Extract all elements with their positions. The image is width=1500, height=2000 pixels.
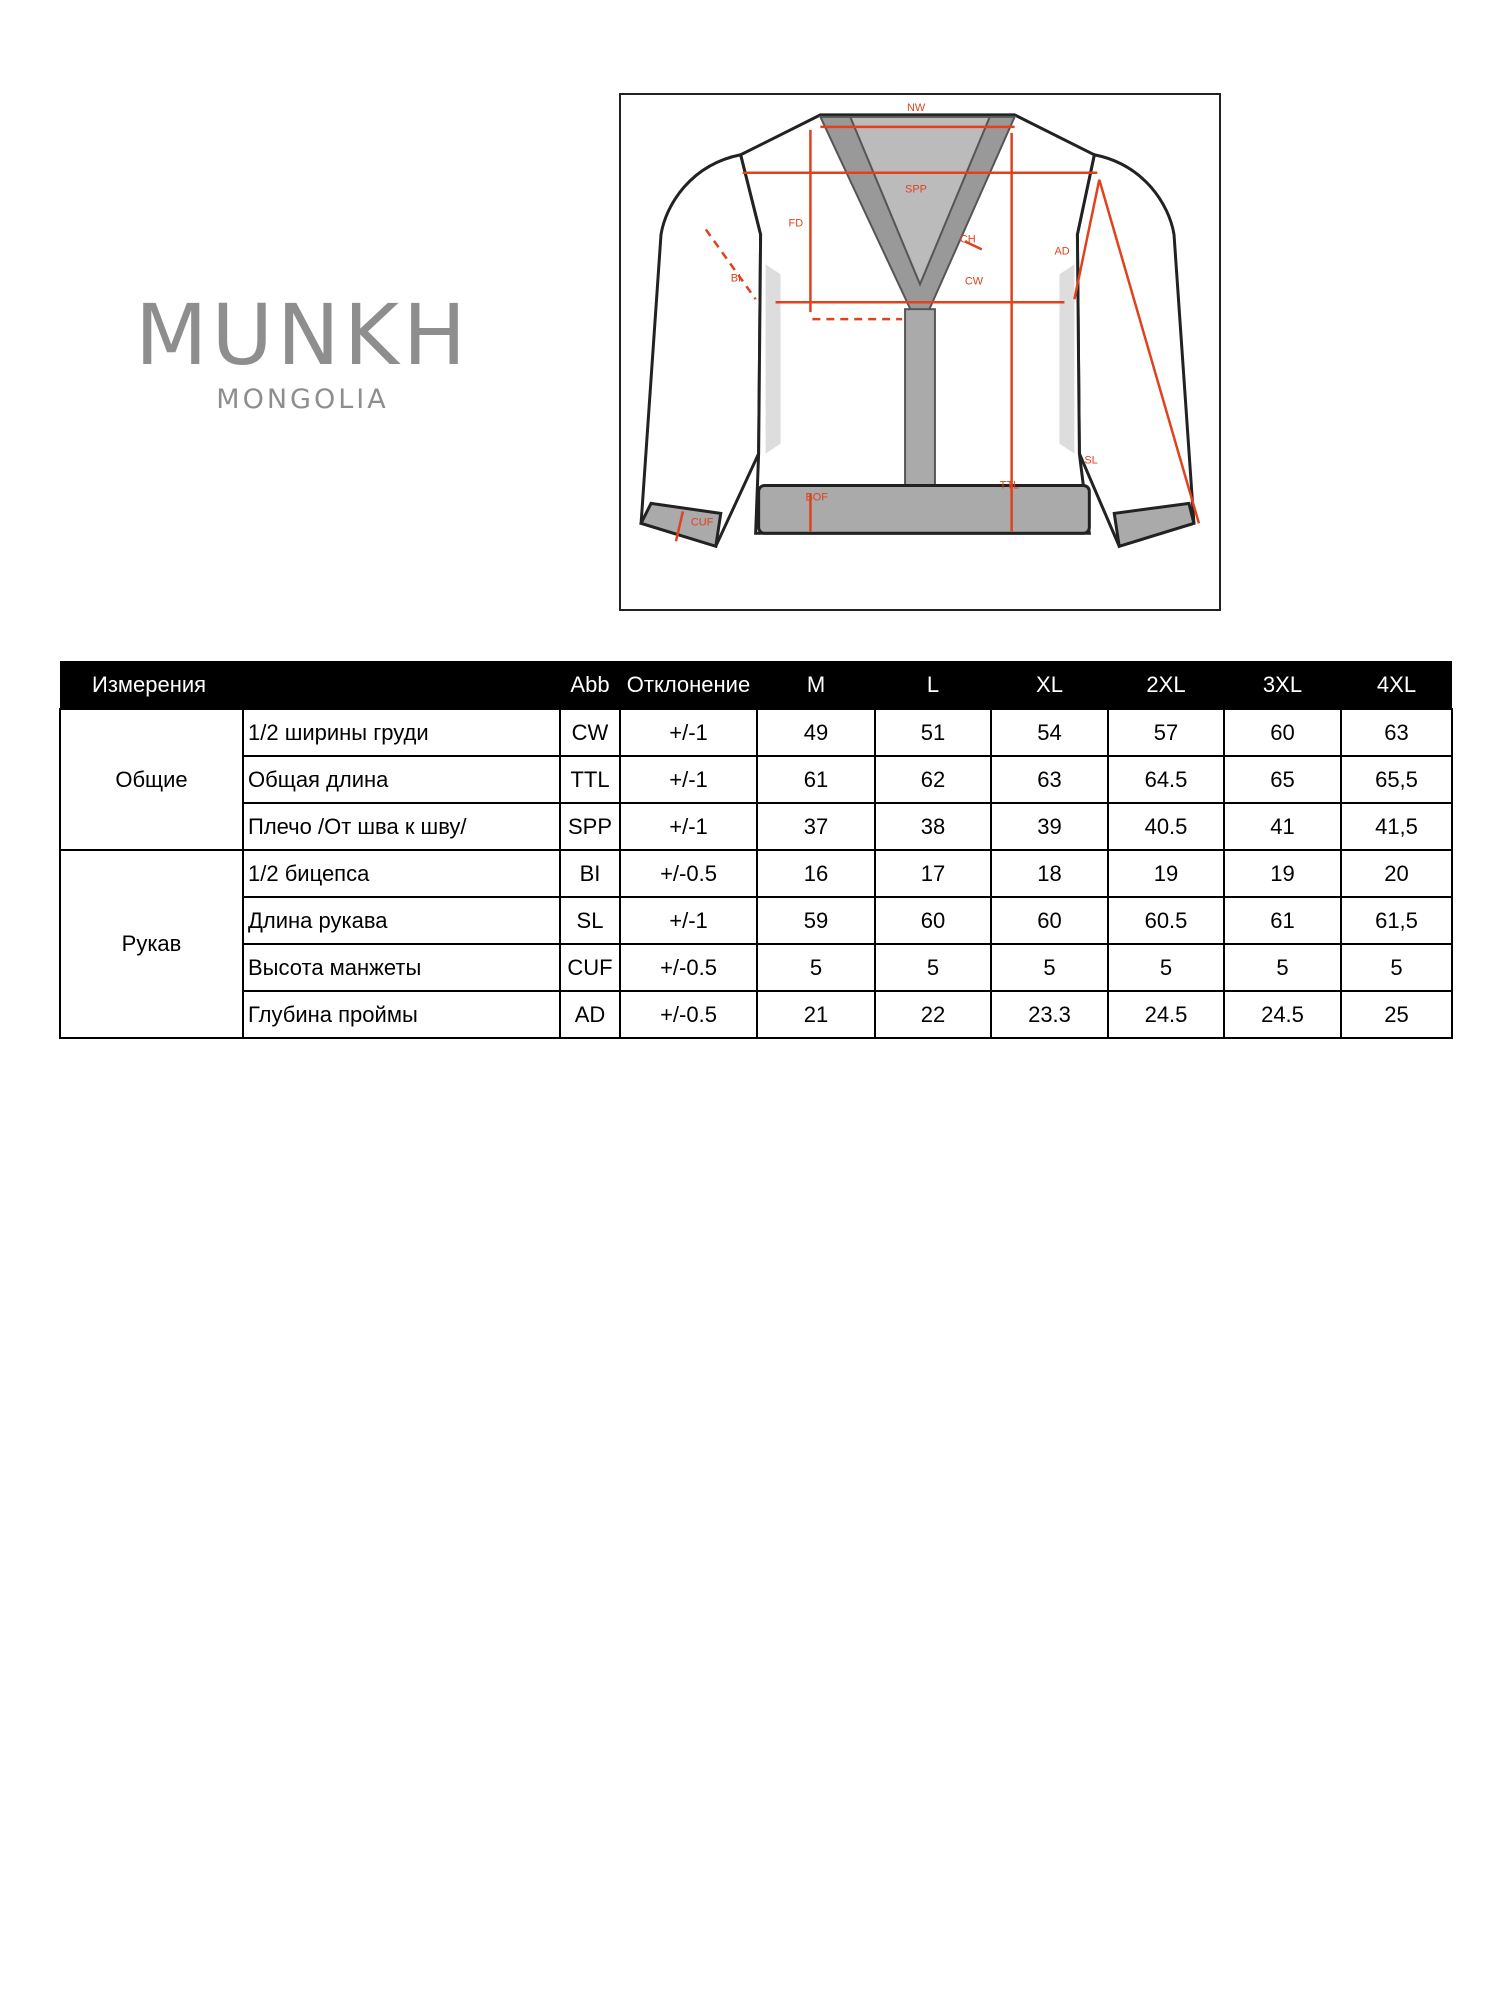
size-value: 60 (874, 896, 992, 945)
header-size-l: L (875, 661, 991, 709)
size-value: 17 (874, 849, 992, 898)
size-value: 60 (990, 896, 1109, 945)
size-value: 5 (990, 943, 1109, 992)
group-name: Рукав (59, 849, 244, 1039)
size-value: 5 (756, 943, 876, 992)
size-value: 5 (1340, 943, 1453, 992)
measurement-abb: BI (559, 849, 621, 898)
size-value: 60.5 (1107, 896, 1225, 945)
label-nw: NW (907, 102, 926, 114)
logo-brand: MUNKH (134, 286, 471, 384)
label-spp: SPP (905, 184, 927, 196)
brand-logo: MUNKH MONGOLIA (110, 290, 495, 415)
label-cuf: CUF (691, 516, 714, 528)
header-size-xl: XL (991, 661, 1108, 709)
size-value: 19 (1223, 849, 1342, 898)
size-value: 54 (990, 708, 1109, 757)
size-value: 63 (990, 755, 1109, 804)
size-value: 38 (874, 802, 992, 851)
label-fd: FD (789, 217, 804, 229)
measurement-tolerance: +/-0.5 (619, 849, 758, 898)
size-value: 49 (756, 708, 876, 757)
size-value: 61 (1223, 896, 1342, 945)
header-size-4xl: 4XL (1341, 661, 1452, 709)
size-value: 65 (1223, 755, 1342, 804)
header-measurements: Измерения (60, 661, 560, 709)
size-value: 19 (1107, 849, 1225, 898)
measurement-tolerance: +/-1 (619, 755, 758, 804)
measurement-name: 1/2 бицепса (242, 849, 561, 898)
size-value: 41,5 (1340, 802, 1453, 851)
label-cw: CW (965, 275, 984, 287)
measurement-abb: CW (559, 708, 621, 757)
measurement-abb: SL (559, 896, 621, 945)
table-row: Общая длина TTL +/-1 61 62 63 64.5 65 65,5 (60, 755, 1453, 804)
measurement-tolerance: +/-0.5 (619, 943, 758, 992)
label-ch: CH (960, 233, 976, 245)
measurement-name: Глубина проймы (242, 990, 561, 1039)
table-row: Рукав 1/2 бицепса BI +/-0.5 16 17 18 19 19 20 (59, 849, 1453, 1039)
size-value: 61,5 (1340, 896, 1453, 945)
measurement-name: 1/2 ширины груди (242, 708, 561, 757)
measurement-abb: TTL (559, 755, 621, 804)
measurement-abb: SPP (559, 802, 621, 851)
size-value: 59 (756, 896, 876, 945)
size-value: 25 (1340, 990, 1453, 1039)
size-value: 64.5 (1107, 755, 1225, 804)
cardigan-sketch: NW SPP FD CH AD BI CW BOF TTL SL CUF (638, 102, 1201, 549)
header-tolerance: Отклонение (620, 661, 757, 709)
size-value: 41 (1223, 802, 1342, 851)
size-value: 5 (1107, 943, 1225, 992)
size-value: 37 (756, 802, 876, 851)
measurement-name: Высота манжеты (242, 943, 561, 992)
measurement-abb: AD (559, 990, 621, 1039)
size-value: 24.5 (1107, 990, 1225, 1039)
size-value: 63 (1340, 708, 1453, 757)
size-value: 62 (874, 755, 992, 804)
header-abb: Abb (560, 661, 620, 709)
size-value: 21 (756, 990, 876, 1039)
measurement-name: Плечо /От шва к шву/ (242, 802, 561, 851)
logo-subtitle: MONGOLIA (216, 384, 389, 415)
header-size-3xl: 3XL (1224, 661, 1341, 709)
table-row: Глубина проймы AD +/-0.5 21 22 23.3 24.5 24.5 25 (60, 990, 1453, 1039)
table-header-row: Измерения Abb Отклонение M L XL 2XL 3XL … (60, 661, 1452, 709)
size-value: 23.3 (990, 990, 1109, 1039)
size-value: 18 (990, 849, 1109, 898)
size-value: 20 (1340, 849, 1453, 898)
size-value: 5 (874, 943, 992, 992)
size-value: 24.5 (1223, 990, 1342, 1039)
table-row: Плечо /От шва к шву/SPP +/-1 37 38 39 40.5 41 4… (60, 802, 1453, 851)
size-chart-table: Измерения Abb Отклонение M L XL 2XL 3XL … (59, 661, 1453, 1039)
size-value: 61 (756, 755, 876, 804)
size-value: 51 (874, 708, 992, 757)
measurement-name: Длина рукава (242, 896, 561, 945)
label-sl: SL (1084, 455, 1097, 467)
size-value: 5 (1223, 943, 1342, 992)
size-value: 57 (1107, 708, 1225, 757)
group-name: Общие (59, 708, 244, 851)
size-value: 16 (756, 849, 876, 898)
label-ttl: TTL (1000, 479, 1019, 491)
header-size-m: M (757, 661, 875, 709)
table-row: Длина рукава SL +/-1 59 60 60 60.5 61 61,5 (60, 896, 1453, 945)
label-bi: BI (731, 272, 741, 284)
measurement-name: Общая длина (242, 755, 561, 804)
measurement-tolerance: +/-1 (619, 802, 758, 851)
size-value: 65,5 (1340, 755, 1453, 804)
header-size-2xl: 2XL (1108, 661, 1224, 709)
label-bof: BOF (805, 491, 828, 503)
measurement-abb: CUF (559, 943, 621, 992)
size-value: 22 (874, 990, 992, 1039)
measurement-tolerance: +/-0.5 (619, 990, 758, 1039)
size-value: 39 (990, 802, 1109, 851)
size-value: 60 (1223, 708, 1342, 757)
cardigan-measurement-diagram: NW SPP FD CH AD BI CW BOF TTL SL CUF (619, 93, 1221, 611)
label-ad: AD (1054, 245, 1069, 257)
size-value: 40.5 (1107, 802, 1225, 851)
table-row: Высота манжеты CUF +/-0.5 5 5 5 5 5 5 (60, 943, 1453, 992)
measurement-tolerance: +/-1 (619, 896, 758, 945)
measurement-tolerance: +/-1 (619, 708, 758, 757)
table-row: Общие 1/2 ширины груди CW +/-1 49 51 54 57 60 63 (59, 708, 1453, 851)
